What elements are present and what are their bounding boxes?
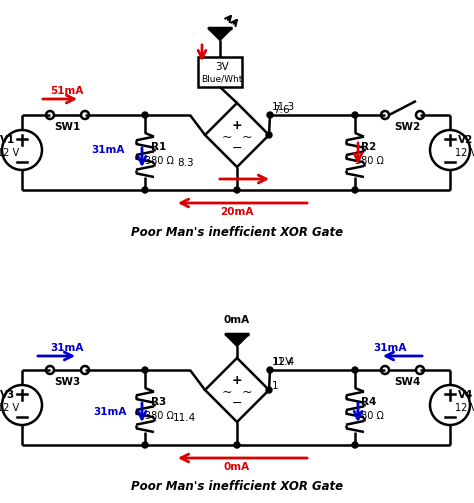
Text: R1: R1 <box>151 142 167 152</box>
Text: 380 Ω: 380 Ω <box>355 156 383 166</box>
Text: R4: R4 <box>361 397 377 407</box>
Text: 12 V: 12 V <box>0 148 19 158</box>
Text: +: + <box>232 374 242 386</box>
Text: 12V: 12V <box>273 357 293 367</box>
Bar <box>198 57 242 87</box>
Text: R3: R3 <box>151 397 167 407</box>
Text: 11.4: 11.4 <box>272 357 295 367</box>
Text: 7.6: 7.6 <box>273 105 290 115</box>
Text: −: − <box>232 396 242 409</box>
Text: −: − <box>232 141 242 154</box>
Text: V1: V1 <box>0 135 16 145</box>
Circle shape <box>267 367 273 373</box>
Circle shape <box>352 367 358 373</box>
Circle shape <box>142 112 148 118</box>
Circle shape <box>352 112 358 118</box>
Text: SW4: SW4 <box>394 377 420 387</box>
Text: V4: V4 <box>458 390 474 400</box>
Text: 12 V: 12 V <box>455 148 474 158</box>
Text: 380 Ω: 380 Ω <box>355 411 383 421</box>
Text: 12 V: 12 V <box>0 403 19 413</box>
Text: 51mA: 51mA <box>50 86 84 96</box>
Polygon shape <box>208 28 232 40</box>
Text: 20mA: 20mA <box>220 207 254 217</box>
Text: 0mA: 0mA <box>224 315 250 325</box>
Text: 11.4: 11.4 <box>173 413 196 423</box>
Text: R2: R2 <box>361 142 377 152</box>
Text: 1: 1 <box>272 381 279 391</box>
Text: SW2: SW2 <box>394 122 420 132</box>
Text: Blue/Wht: Blue/Wht <box>201 74 243 83</box>
Text: ~: ~ <box>222 130 232 143</box>
Circle shape <box>234 187 240 193</box>
Text: 31mA: 31mA <box>94 407 127 417</box>
Text: ~: ~ <box>242 130 252 143</box>
Text: 3V: 3V <box>215 62 229 72</box>
Text: ~: ~ <box>222 385 232 398</box>
Circle shape <box>266 132 272 138</box>
Circle shape <box>142 442 148 448</box>
Text: Poor Man's inefficient XOR Gate: Poor Man's inefficient XOR Gate <box>131 225 343 238</box>
Circle shape <box>266 387 272 393</box>
Text: 31mA: 31mA <box>374 343 407 353</box>
Text: 31mA: 31mA <box>91 145 125 155</box>
Text: 11.3: 11.3 <box>272 102 295 112</box>
Text: 380 Ω: 380 Ω <box>145 411 173 421</box>
Text: ~: ~ <box>242 385 252 398</box>
Text: +: + <box>232 119 242 131</box>
Text: 12 V: 12 V <box>455 403 474 413</box>
Circle shape <box>142 187 148 193</box>
Circle shape <box>352 187 358 193</box>
Circle shape <box>234 442 240 448</box>
Text: V3: V3 <box>0 390 16 400</box>
Text: SW1: SW1 <box>54 122 80 132</box>
Circle shape <box>352 442 358 448</box>
Circle shape <box>267 112 273 118</box>
Text: 8.3: 8.3 <box>177 158 193 168</box>
Text: V2: V2 <box>458 135 474 145</box>
Polygon shape <box>225 334 249 346</box>
Text: SW3: SW3 <box>54 377 80 387</box>
Text: 31mA: 31mA <box>50 343 84 353</box>
Circle shape <box>142 367 148 373</box>
Text: 380 Ω: 380 Ω <box>145 156 173 166</box>
Text: 0mA: 0mA <box>224 462 250 472</box>
Text: Poor Man's inefficient XOR Gate: Poor Man's inefficient XOR Gate <box>131 480 343 493</box>
